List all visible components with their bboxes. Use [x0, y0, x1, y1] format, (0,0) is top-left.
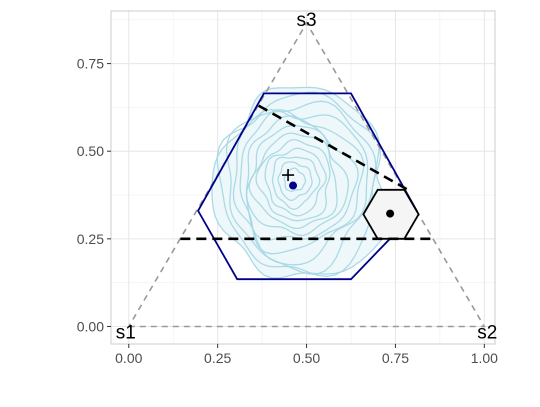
- dashed-lines: [180, 104, 435, 241]
- density-contour: [239, 109, 365, 255]
- vertex-label-s3: s3: [297, 10, 317, 31]
- density-contour: [264, 147, 327, 217]
- plus-marker: [282, 169, 295, 182]
- density-contour: [277, 161, 313, 202]
- vertex-label-s2: s2: [477, 322, 497, 343]
- density-contour: [216, 91, 382, 278]
- vertex-label-s1: s1: [116, 322, 136, 343]
- large-hexagon: [197, 92, 418, 281]
- x-tick-label: 0.75: [382, 350, 409, 366]
- x-tick-label: 0.25: [204, 350, 231, 366]
- density-contour: [225, 100, 377, 275]
- panel-border: [110, 10, 496, 345]
- y-tick-label: 0.75: [77, 56, 104, 72]
- point-marker: [289, 181, 298, 190]
- density-contour: [211, 86, 391, 279]
- density-contour: [271, 156, 321, 210]
- points-layer: [282, 169, 395, 218]
- y-tick-label: 0.25: [77, 231, 104, 247]
- density-contour: [232, 108, 369, 266]
- dashed-line: [257, 104, 409, 191]
- vertex-labels: s1 s2 s3: [116, 10, 498, 344]
- y-tick-label: 0.00: [77, 318, 104, 334]
- y-tick-label: 0.50: [77, 143, 104, 159]
- density-contour: [255, 138, 331, 222]
- y-axis: 0.00 0.25 0.50 0.75: [77, 56, 111, 334]
- density-contour: [283, 167, 307, 192]
- density-contours: [211, 86, 391, 279]
- x-tick-label: 1.00: [471, 350, 498, 366]
- x-tick-label: 0.00: [115, 350, 142, 366]
- x-tick-label: 0.50: [293, 350, 320, 366]
- x-axis: 0.00 0.25 0.50 0.75 1.00: [115, 344, 498, 366]
- point-marker: [386, 209, 395, 218]
